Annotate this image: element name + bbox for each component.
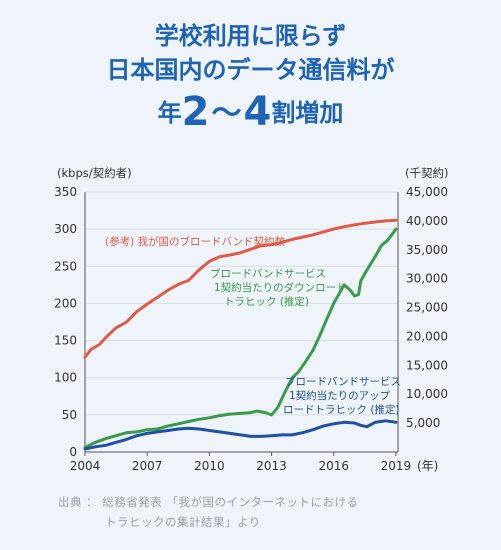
series-label-download: トラヒック (推定): [224, 295, 309, 308]
y-left-tick-label: 100: [54, 371, 77, 385]
x-tick-label: 2010: [194, 459, 225, 473]
y-right-tick-label: 35,000: [406, 243, 448, 257]
x-tick-label: 2004: [70, 459, 101, 473]
title-line-3: 年2～4割増加: [0, 90, 501, 136]
source-line-1: 出典 ： 総務省発表 「我が国のインターネットにおける: [58, 495, 359, 509]
title-line-3-num-a: 2: [181, 89, 210, 135]
y-left-tick-label: 300: [54, 222, 77, 236]
chart-title: 学校利用に限らず 日本国内のデータ通信料が 年2～4割増加: [0, 0, 501, 136]
series-label-download: ブロードバンドサービス: [210, 267, 326, 280]
title-line-3-prefix: 年: [157, 99, 182, 127]
series-upload-line: [83, 419, 398, 451]
y-right-tick-label: 30,000: [406, 272, 448, 286]
title-line-2: 日本国内のデータ通信料が: [106, 56, 395, 84]
y-left-tick-label: 250: [54, 259, 77, 273]
series-label-contracts: (参考) 我が国のブロードバンド契約数: [105, 235, 286, 248]
y-right-tick-label: 10,000: [406, 387, 448, 401]
y-right-tick-label: 5,000: [406, 416, 440, 430]
x-tick-label: 2007: [132, 459, 163, 473]
title-line-3-suffix: 割増加: [271, 99, 344, 127]
source-note: 出典 ： 総務省発表 「我が国のインターネットにおける トラヒックの集計結果」よ…: [58, 492, 358, 532]
x-axis-unit-label: (年): [417, 459, 438, 473]
series-label-upload: ブロードバンドサービス: [285, 375, 401, 388]
x-tick-label: 2013: [256, 459, 287, 473]
x-tick-label: 2016: [318, 459, 349, 473]
y-right-tick-label: 40,000: [406, 214, 448, 228]
y-left-tick-label: 0: [69, 445, 77, 459]
y-right-tick-label: 25,000: [406, 301, 448, 315]
y-right-axis-label: (千契約): [405, 166, 448, 180]
y-left-tick-label: 350: [54, 185, 77, 199]
title-line-3-num-b: 4: [243, 89, 272, 135]
y-left-tick-label: 200: [54, 296, 77, 310]
x-tick-label: 2019: [381, 459, 412, 473]
y-right-tick-label: 15,000: [406, 358, 448, 372]
y-left-tick-label: 50: [62, 408, 77, 422]
series-label-upload: ロードトラヒック (推定): [283, 403, 400, 416]
y-left-axis-label: (kbps/契約者): [57, 166, 132, 180]
series-label-download: 1契約当たりのダウンロード: [214, 281, 347, 294]
y-left-tick-label: 150: [54, 334, 77, 348]
y-right-tick-label: 45,000: [406, 185, 448, 199]
title-line-1: 学校利用に限らず: [154, 22, 347, 50]
series-download-line: [83, 227, 398, 449]
source-line-2: トラヒックの集計結果」より: [105, 515, 261, 529]
series-label-upload: 1契約当たりのアップ: [289, 389, 391, 402]
y-right-tick-label: 20,000: [406, 329, 448, 343]
series-contracts-line: [83, 218, 398, 359]
title-line-3-tilde: ～: [211, 96, 242, 131]
